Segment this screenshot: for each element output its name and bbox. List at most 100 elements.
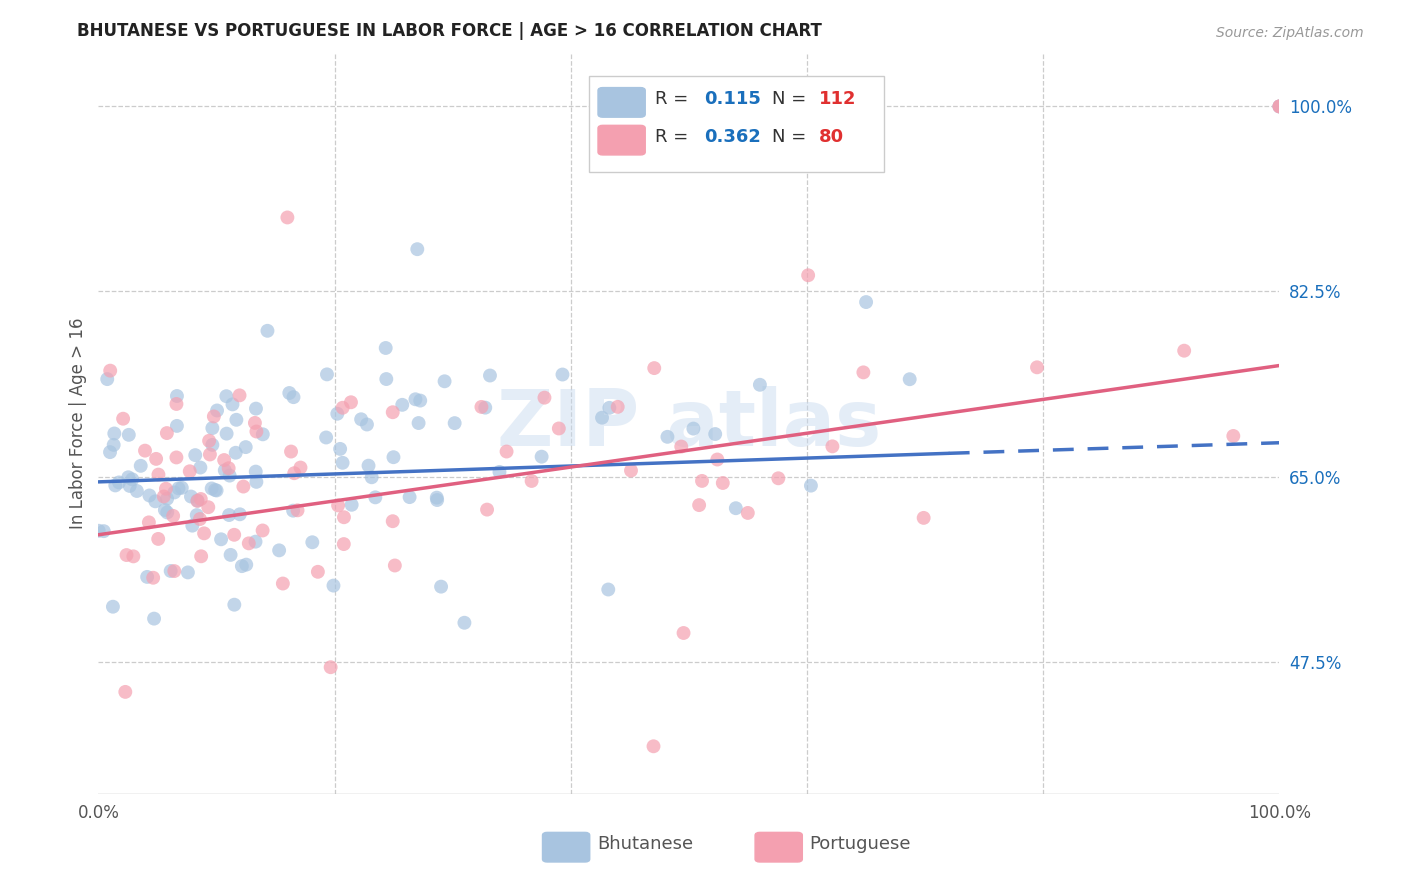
Point (218, 461, 240, 475)
Point (148, 532, 170, 546)
Point (138, 488, 160, 502)
Text: N =: N = (772, 128, 811, 146)
Point (533, 391, 555, 405)
Point (283, 390, 305, 404)
Point (488, 465, 510, 479)
Point (198, 434, 221, 448)
Point (156, 426, 179, 441)
Point (104, 478, 127, 492)
Point (125, 483, 148, 498)
Point (198, 447, 221, 461)
Point (643, 739, 665, 754)
Point (214, 463, 236, 477)
Point (340, 498, 363, 512)
Point (224, 598, 246, 612)
Point (426, 493, 449, 508)
Point (87, 524, 110, 538)
FancyBboxPatch shape (589, 76, 884, 172)
Point (212, 453, 235, 467)
Point (598, 582, 620, 597)
Point (426, 491, 449, 505)
Point (350, 412, 373, 426)
Point (1268, 99, 1291, 113)
Point (197, 500, 219, 515)
Point (184, 448, 207, 462)
Point (748, 377, 770, 392)
Point (188, 512, 211, 526)
Point (1268, 99, 1291, 113)
Point (315, 430, 337, 444)
Point (319, 660, 342, 674)
Point (145, 451, 167, 466)
Text: 0.115: 0.115 (704, 90, 761, 109)
Point (163, 564, 186, 578)
Point (453, 615, 475, 630)
Point (215, 389, 238, 403)
Point (322, 578, 344, 592)
Point (167, 481, 190, 495)
Point (704, 427, 727, 442)
Text: Portuguese: Portuguese (810, 835, 911, 854)
Point (224, 528, 246, 542)
Point (190, 549, 212, 564)
Point (329, 442, 352, 456)
Point (606, 400, 628, 414)
Point (682, 421, 704, 435)
Point (398, 490, 420, 504)
Point (225, 446, 247, 460)
Point (201, 438, 224, 452)
Text: 0.362: 0.362 (704, 128, 761, 146)
Point (159, 564, 181, 578)
Point (98, 445, 121, 459)
Point (179, 464, 201, 478)
Text: N =: N = (772, 90, 811, 109)
Point (768, 471, 790, 485)
Point (231, 559, 253, 574)
Point (384, 558, 406, 573)
Text: BHUTANESE VS PORTUGUESE IN LABOR FORCE | AGE > 16 CORRELATION CHART: BHUTANESE VS PORTUGUESE IN LABOR FORCE |… (77, 22, 823, 40)
Point (219, 548, 242, 562)
Point (301, 535, 323, 549)
Point (136, 570, 159, 584)
Point (235, 558, 257, 572)
Point (201, 482, 224, 496)
Point (382, 450, 405, 465)
Point (381, 514, 404, 528)
Point (153, 503, 176, 517)
Point (193, 526, 215, 541)
Point (797, 268, 820, 283)
Point (290, 460, 312, 475)
Point (118, 479, 141, 493)
Point (711, 475, 734, 490)
FancyBboxPatch shape (755, 832, 803, 862)
Point (800, 478, 823, 492)
Point (202, 409, 225, 424)
Point (855, 295, 877, 310)
Point (356, 417, 378, 432)
Point (404, 392, 426, 407)
Point (122, 549, 145, 564)
Point (307, 565, 329, 579)
Point (129, 458, 152, 473)
Point (278, 386, 301, 401)
Point (186, 494, 208, 508)
Point (201, 421, 224, 435)
Point (98, 364, 121, 378)
Point (360, 470, 382, 484)
Point (145, 494, 167, 508)
Point (657, 430, 679, 444)
Point (276, 211, 298, 225)
Y-axis label: In Labor Force | Age > 16: In Labor Force | Age > 16 (69, 318, 87, 530)
Point (333, 537, 356, 551)
Point (108, 475, 131, 490)
Text: ZIP atlas: ZIP atlas (496, 385, 882, 462)
Point (143, 612, 166, 626)
Text: R =: R = (655, 128, 693, 146)
Point (551, 368, 574, 382)
Text: Source: ZipAtlas.com: Source: ZipAtlas.com (1216, 26, 1364, 40)
Point (478, 368, 501, 383)
Point (209, 533, 232, 547)
Point (406, 242, 429, 256)
Point (221, 397, 243, 411)
Point (326, 499, 349, 513)
